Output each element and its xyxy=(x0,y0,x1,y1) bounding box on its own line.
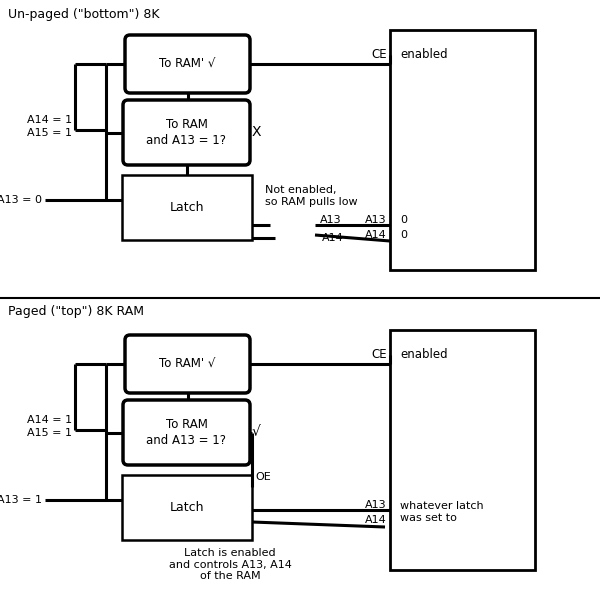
Text: To RAM
and A13 = 1?: To RAM and A13 = 1? xyxy=(146,118,227,146)
Text: Latch: Latch xyxy=(170,501,204,514)
Text: A13: A13 xyxy=(365,500,387,510)
Text: Paged ("top") 8K RAM: Paged ("top") 8K RAM xyxy=(8,305,144,318)
Text: enabled: enabled xyxy=(400,49,448,61)
Text: A15 = 1: A15 = 1 xyxy=(27,428,72,438)
Bar xyxy=(122,475,252,540)
Text: 0: 0 xyxy=(400,215,407,225)
Bar xyxy=(122,175,252,240)
Text: A14: A14 xyxy=(365,230,387,240)
Text: To RAM' √: To RAM' √ xyxy=(160,358,215,370)
Text: whatever latch
was set to: whatever latch was set to xyxy=(400,501,484,523)
Text: A13: A13 xyxy=(365,215,387,225)
FancyBboxPatch shape xyxy=(123,400,250,465)
Text: OE: OE xyxy=(255,472,271,482)
Text: Not enabled,
so RAM pulls low: Not enabled, so RAM pulls low xyxy=(265,185,358,206)
Text: A14 = 1: A14 = 1 xyxy=(27,415,72,425)
FancyBboxPatch shape xyxy=(125,335,250,393)
Text: Latch is enabled
and controls A13, A14
of the RAM: Latch is enabled and controls A13, A14 o… xyxy=(169,548,292,581)
Text: X: X xyxy=(252,125,262,139)
Text: √: √ xyxy=(252,425,261,439)
Text: A15 = 1: A15 = 1 xyxy=(27,128,72,138)
Text: Un-paged ("bottom") 8K: Un-paged ("bottom") 8K xyxy=(8,8,160,21)
Text: A14: A14 xyxy=(322,233,344,243)
Text: A14 = 1: A14 = 1 xyxy=(27,115,72,125)
Bar xyxy=(390,30,535,270)
Text: Latch: Latch xyxy=(170,201,204,214)
Text: To RAM' √: To RAM' √ xyxy=(160,58,215,70)
Text: A13 = 1: A13 = 1 xyxy=(0,495,42,505)
FancyBboxPatch shape xyxy=(125,35,250,93)
FancyBboxPatch shape xyxy=(123,100,250,165)
Text: CE: CE xyxy=(371,49,387,61)
Bar xyxy=(390,330,535,570)
Text: To RAM
and A13 = 1?: To RAM and A13 = 1? xyxy=(146,419,227,446)
Text: A13: A13 xyxy=(320,215,341,225)
Text: 0: 0 xyxy=(400,230,407,240)
Text: A14: A14 xyxy=(365,515,387,525)
Text: CE: CE xyxy=(371,349,387,361)
Text: A13 = 0: A13 = 0 xyxy=(0,195,42,205)
Text: enabled: enabled xyxy=(400,349,448,361)
